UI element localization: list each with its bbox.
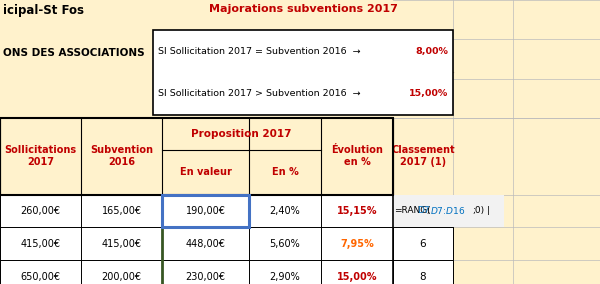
Text: ;: ; (427, 206, 430, 216)
Text: 15,00%: 15,00% (337, 272, 377, 281)
Text: 2,40%: 2,40% (269, 206, 301, 216)
Text: En valeur: En valeur (179, 167, 232, 177)
Bar (393, 195, 504, 227)
Text: 2,90%: 2,90% (269, 272, 301, 281)
Text: 448,00€: 448,00€ (185, 239, 226, 249)
Text: 8,00%: 8,00% (415, 47, 448, 56)
Text: Évolution
en %: Évolution en % (331, 145, 383, 167)
Bar (0, 118, 393, 195)
Text: SI Sollicitation 2017 > Subvention 2016  →: SI Sollicitation 2017 > Subvention 2016 … (158, 89, 361, 98)
Bar (393, 260, 453, 284)
Text: Sollicitations
2017: Sollicitations 2017 (4, 145, 77, 167)
Text: ONS DES ASSOCIATIONS: ONS DES ASSOCIATIONS (3, 48, 145, 58)
Bar (393, 227, 453, 260)
Bar (0, 227, 393, 260)
Text: 8: 8 (419, 272, 427, 281)
Text: SI Sollicitation 2017 = Subvention 2016  →: SI Sollicitation 2017 = Subvention 2016 … (158, 47, 361, 56)
Bar (0, 118, 393, 195)
Text: 15,00%: 15,00% (409, 89, 448, 98)
Text: 415,00€: 415,00€ (20, 239, 61, 249)
Text: icipal-St Fos: icipal-St Fos (3, 4, 84, 17)
Text: ;0): ;0) (472, 206, 484, 216)
Bar (0, 118, 393, 284)
Text: 415,00€: 415,00€ (101, 239, 142, 249)
Bar (393, 260, 453, 284)
Text: Proposition 2017: Proposition 2017 (191, 129, 292, 139)
Bar (0, 0, 600, 118)
Text: 200,00€: 200,00€ (101, 272, 142, 281)
Text: 6: 6 (419, 239, 427, 249)
Text: 7,95%: 7,95% (340, 239, 374, 249)
Text: 190,00€: 190,00€ (185, 206, 226, 216)
Text: 230,00€: 230,00€ (185, 272, 226, 281)
Text: 650,00€: 650,00€ (20, 272, 61, 281)
Text: 5,60%: 5,60% (269, 239, 301, 249)
Bar (393, 227, 453, 260)
Bar (0, 260, 393, 284)
Text: |: | (487, 206, 490, 216)
Bar (0, 195, 393, 227)
Text: $D$7:$D$16: $D$7:$D$16 (430, 205, 466, 216)
Bar (153, 30, 453, 115)
Text: 165,00€: 165,00€ (101, 206, 142, 216)
Text: Subvention
2016: Subvention 2016 (90, 145, 153, 167)
Text: =RANG(: =RANG( (394, 206, 431, 216)
Text: Majorations subventions 2017: Majorations subventions 2017 (209, 4, 397, 14)
Text: 260,00€: 260,00€ (20, 206, 61, 216)
Text: Classement
2017 (1): Classement 2017 (1) (391, 145, 455, 167)
Bar (162, 195, 249, 227)
Text: 15,15%: 15,15% (337, 206, 377, 216)
Text: En %: En % (272, 167, 298, 177)
Text: D7: D7 (417, 206, 430, 216)
